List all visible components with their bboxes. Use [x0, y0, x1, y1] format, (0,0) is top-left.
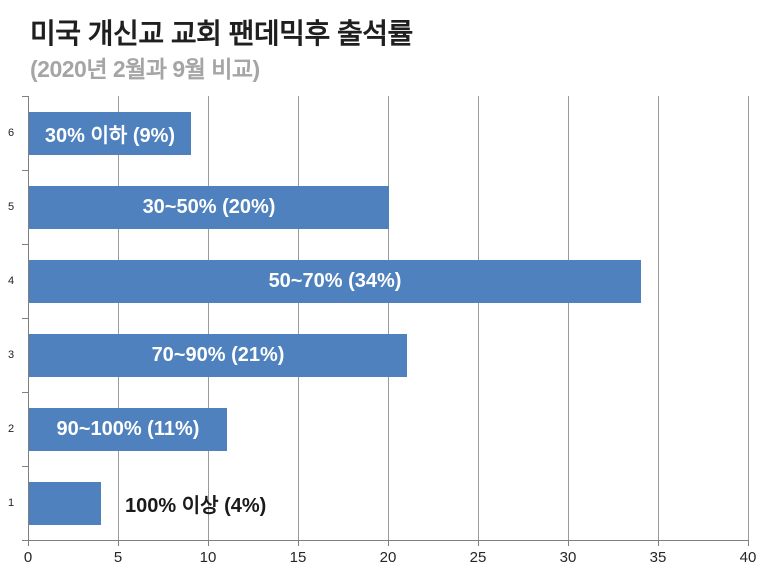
x-tick-label: 0 — [23, 549, 33, 566]
bar — [29, 407, 227, 451]
x-axis-tick — [568, 540, 569, 546]
gridline — [388, 96, 389, 540]
x-tick-label: 5 — [113, 549, 123, 566]
category-label: 2 — [7, 423, 15, 435]
x-axis-tick — [478, 540, 479, 546]
y-axis-tick — [22, 392, 28, 393]
bar-label: 70~90% (21%) — [151, 343, 285, 366]
gridline — [118, 96, 119, 540]
y-axis-tick — [22, 540, 28, 541]
x-axis-tick — [118, 540, 119, 546]
y-axis-line — [28, 96, 29, 541]
x-tick-label: 40 — [739, 549, 757, 566]
y-axis-tick — [22, 318, 28, 319]
gridline — [298, 96, 299, 540]
bar-label: 100% 이상 (4%) — [125, 494, 267, 517]
bar-label: 30% 이하 (9%) — [44, 124, 176, 147]
bar-label: 50~70% (34%) — [268, 269, 402, 292]
category-label: 3 — [7, 349, 15, 361]
x-axis-tick — [388, 540, 389, 546]
bar — [29, 333, 407, 377]
bar-label: 90~100% (11%) — [56, 417, 200, 440]
gridline — [208, 96, 209, 540]
chart-title: 미국 개신교 교회 팬데믹후 출석률 — [30, 18, 413, 49]
x-axis-tick — [298, 540, 299, 546]
x-axis-tick — [658, 540, 659, 546]
gridline — [568, 96, 569, 540]
x-axis-tick — [748, 540, 749, 546]
y-axis-tick — [22, 244, 28, 245]
y-axis-tick — [22, 96, 28, 97]
x-tick-label: 15 — [289, 549, 307, 566]
bar — [29, 481, 101, 525]
y-axis-tick — [22, 170, 28, 171]
bar — [29, 259, 641, 303]
bar — [29, 111, 191, 155]
x-axis-tick — [208, 540, 209, 546]
x-tick-label: 10 — [199, 549, 217, 566]
x-tick-label: 20 — [379, 549, 397, 566]
x-tick-label: 35 — [649, 549, 667, 566]
bar-label: 30~50% (20%) — [142, 195, 276, 218]
gridline — [748, 96, 749, 540]
y-axis-tick — [22, 466, 28, 467]
category-label: 1 — [7, 497, 15, 509]
category-label: 5 — [7, 201, 15, 213]
x-tick-label: 25 — [469, 549, 487, 566]
chart-subtitle: (2020년 2월과 9월 비교) — [30, 56, 260, 82]
x-axis-line — [28, 540, 749, 541]
x-tick-label: 30 — [559, 549, 577, 566]
category-label: 6 — [7, 127, 15, 139]
gridline — [658, 96, 659, 540]
category-label: 4 — [7, 275, 15, 287]
gridline — [478, 96, 479, 540]
x-axis-tick — [28, 540, 29, 546]
bar — [29, 185, 389, 229]
